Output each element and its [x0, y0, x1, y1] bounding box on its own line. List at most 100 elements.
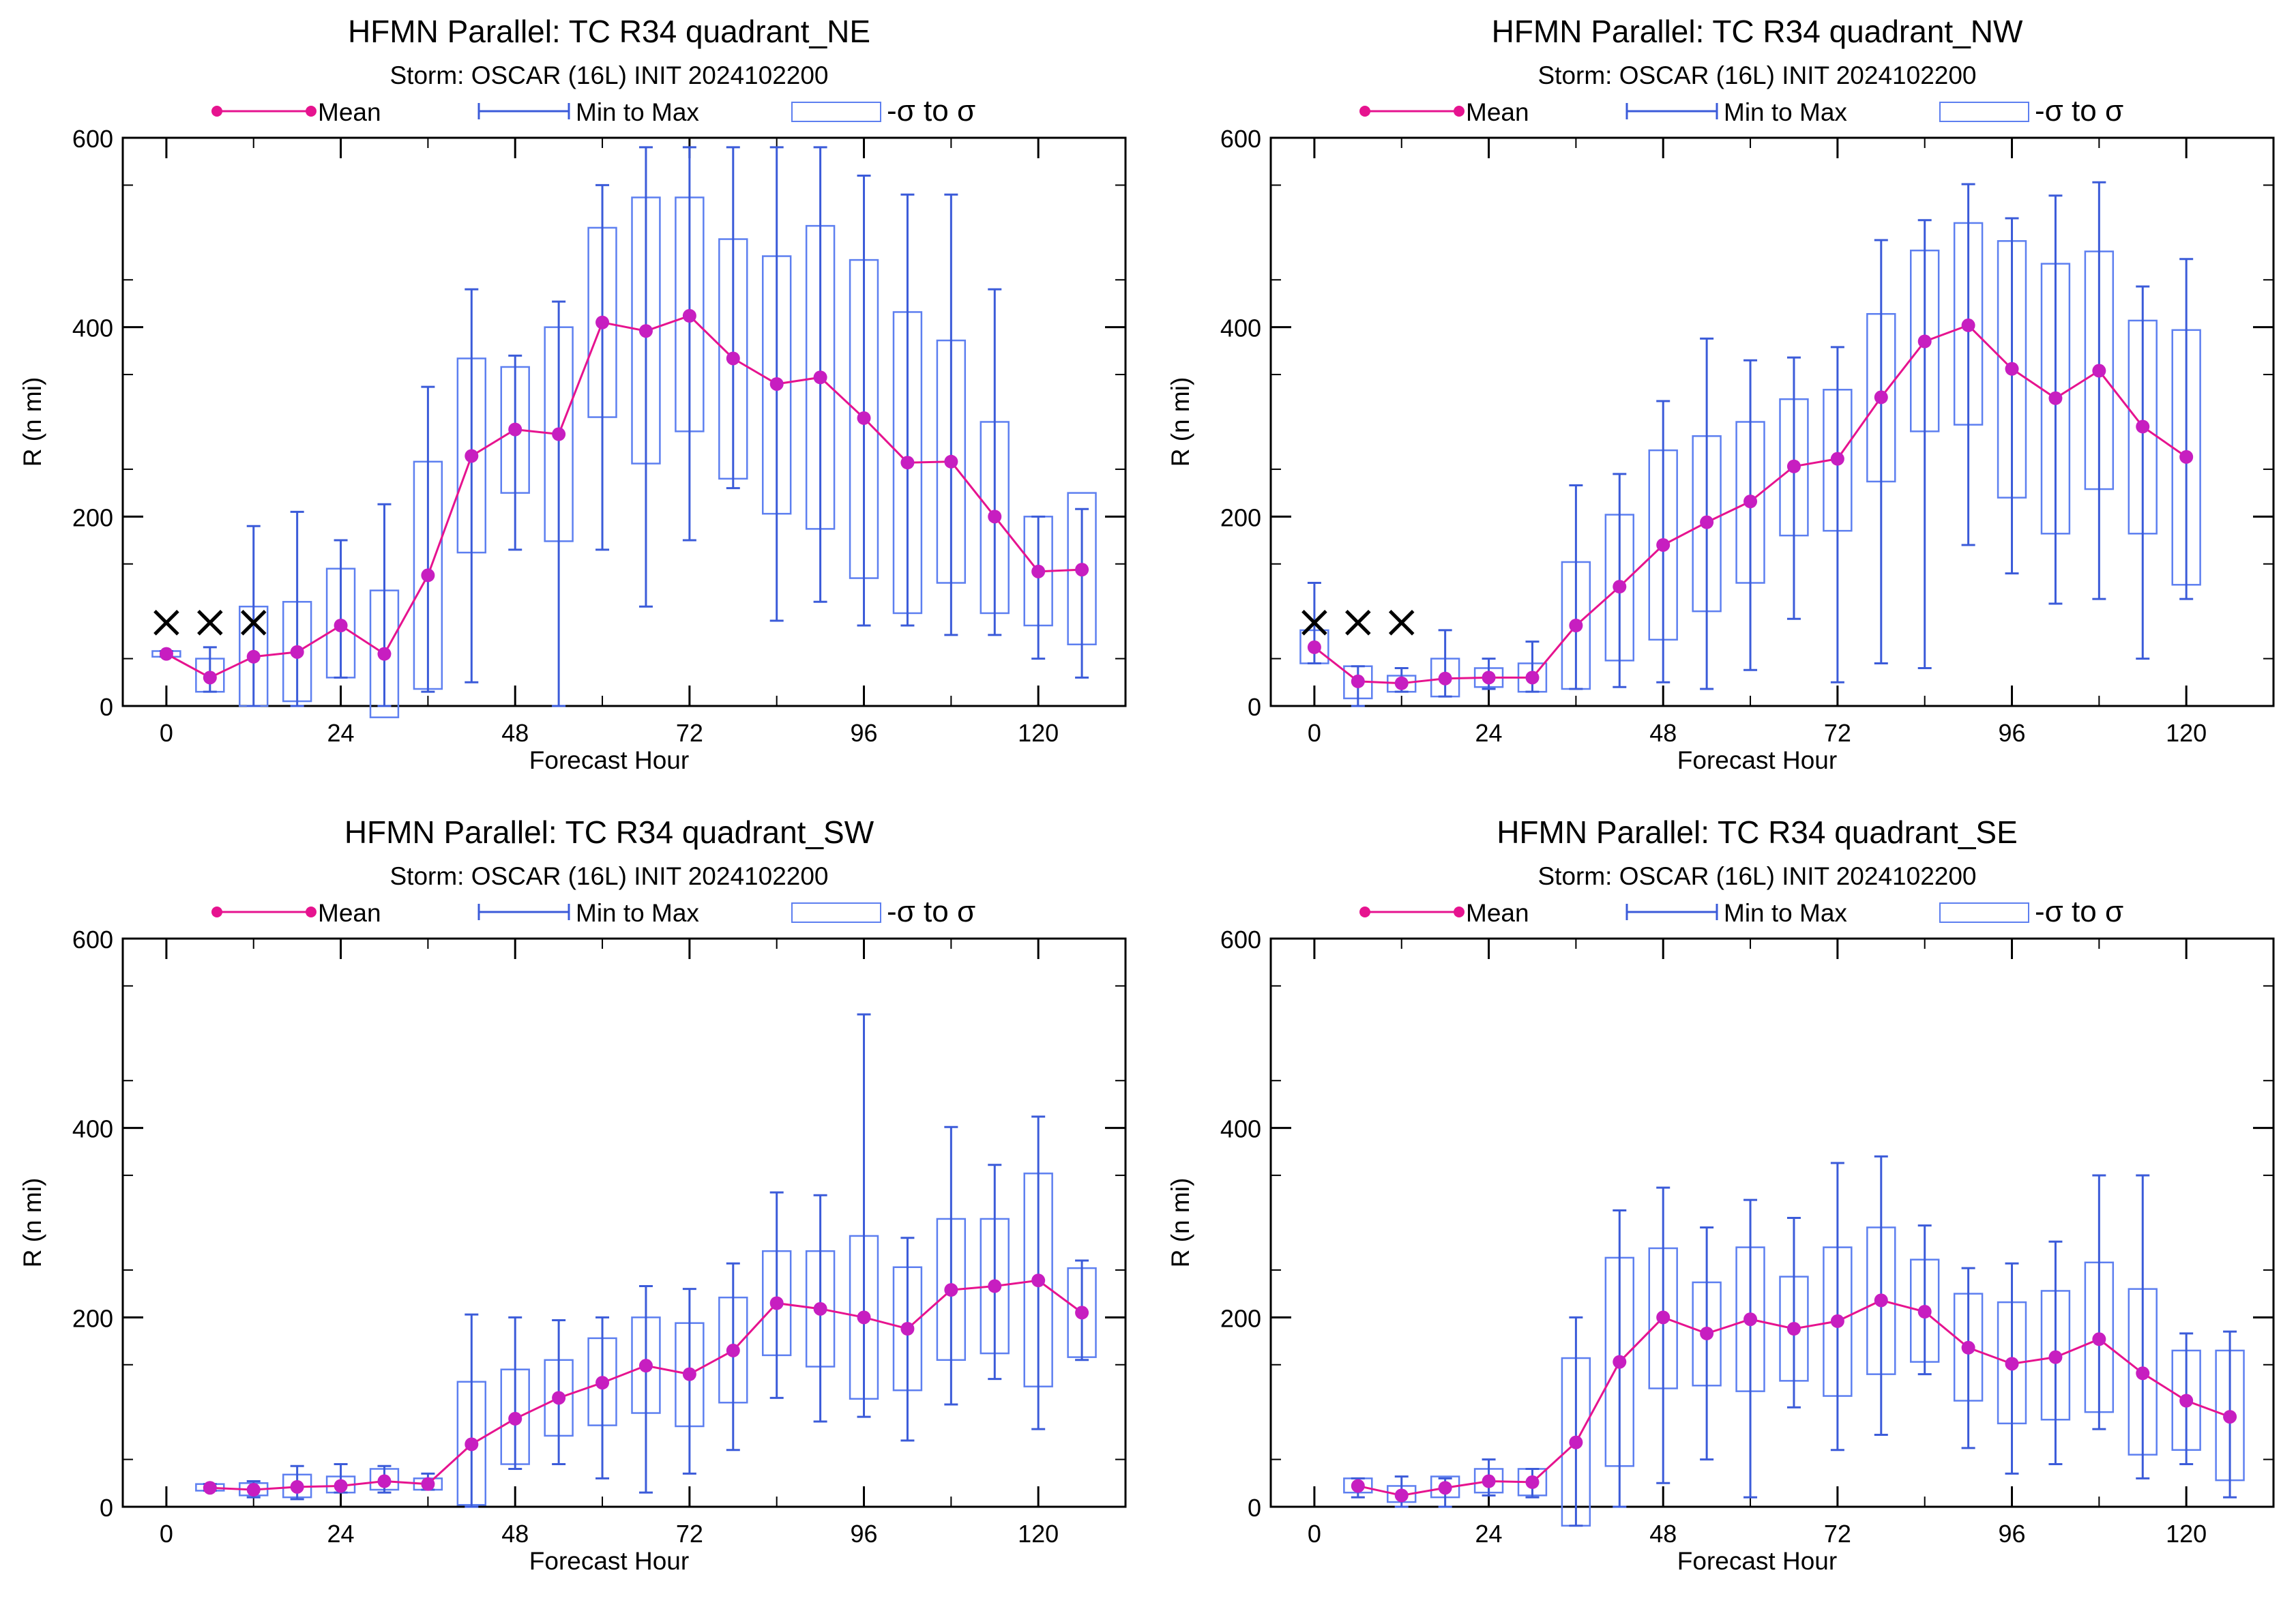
- mean-point: [1786, 1321, 1801, 1336]
- x-tick-label: 120: [1018, 719, 1059, 747]
- mean-point: [334, 618, 348, 632]
- plot-frame: [121, 937, 1127, 1508]
- legend-mean-label: Mean: [1466, 899, 1529, 927]
- mean-point: [1482, 671, 1496, 685]
- mean-point: [1351, 674, 1365, 688]
- mean-point: [2092, 1332, 2106, 1346]
- legend-mean-label: Mean: [318, 98, 381, 126]
- mean-point: [508, 422, 523, 437]
- x-tick-label: 96: [1998, 719, 2025, 747]
- x-marker: [1345, 610, 1371, 636]
- x-axis-label: Forecast Hour: [1677, 746, 1837, 774]
- chart-subtitle: Storm: OSCAR (16L) INIT 2024102200: [1537, 61, 1976, 89]
- x-tick-label: 72: [1824, 1520, 1851, 1548]
- mean-point: [682, 1367, 696, 1381]
- mean-point: [2048, 391, 2063, 405]
- chart-panel-1: HFMN Parallel: TC R34 quadrant_NE Storm: …: [18, 14, 1127, 774]
- mean-point: [1525, 671, 1540, 685]
- x-tick-label: 24: [327, 1520, 355, 1548]
- mean-point: [290, 645, 304, 659]
- mean-point: [2136, 1366, 2150, 1381]
- legend-mean-label: Mean: [318, 899, 381, 927]
- x-tick-label: 0: [1308, 1520, 1321, 1548]
- mean-point: [1874, 1293, 1888, 1308]
- chart-title: HFMN Parallel: TC R34 quadrant_NW: [1492, 14, 2023, 49]
- y-tick-label: 200: [72, 1304, 113, 1332]
- x-marker: [197, 610, 223, 636]
- y-tick-label: 200: [1220, 503, 1261, 531]
- mean-point: [1656, 538, 1671, 552]
- legend-mean-dot-right: [1454, 106, 1465, 117]
- chart-subtitle: Storm: OSCAR (16L) INIT 2024102200: [1537, 862, 1976, 890]
- x-tick-label: 24: [327, 719, 355, 747]
- mean-point: [1743, 495, 1758, 509]
- mean-point: [2092, 364, 2106, 378]
- y-tick-label: 0: [1248, 1494, 1261, 1522]
- legend-sigma-box: [1939, 902, 2029, 923]
- legend-mean-dot-right: [306, 907, 317, 917]
- mean-point: [1075, 563, 1089, 577]
- chart-subtitle: Storm: OSCAR (16L) INIT 2024102200: [389, 862, 828, 890]
- x-marker-stroke-b: [240, 610, 267, 636]
- y-tick-label: 200: [1220, 1304, 1261, 1332]
- y-tick-label: 200: [72, 503, 113, 531]
- x-tick-label: 72: [676, 719, 703, 747]
- legend-mean-label: Mean: [1466, 98, 1529, 126]
- plot-frame: [1269, 937, 2275, 1508]
- mean-point: [944, 454, 958, 469]
- mean-point: [726, 351, 740, 366]
- plot-frame: [121, 136, 1127, 707]
- x-marker-stroke-b: [1301, 610, 1327, 636]
- y-tick-label: 600: [72, 926, 113, 954]
- mean-point: [1394, 1488, 1409, 1503]
- mean-point: [988, 1279, 1002, 1293]
- mean-point: [1438, 1481, 1452, 1495]
- mean-point: [1830, 452, 1844, 466]
- mean-point: [813, 1301, 827, 1316]
- x-tick-label: 120: [2166, 719, 2207, 747]
- mean-point: [726, 1343, 740, 1357]
- x-tick-label: 48: [1649, 719, 1677, 747]
- y-tick-label: 0: [100, 1494, 113, 1522]
- x-tick-label: 24: [1475, 719, 1503, 747]
- mean-point: [1569, 618, 1583, 632]
- y-tick-label: 400: [72, 1115, 113, 1143]
- legend-sigma-label: -σ to σ: [887, 94, 975, 128]
- mean-point: [203, 1481, 217, 1495]
- mean-line: [166, 314, 1083, 679]
- mean-point: [595, 315, 610, 329]
- mean-point: [1874, 390, 1888, 404]
- x-axis-label: Forecast Hour: [529, 1547, 689, 1575]
- x-marker-stroke-b: [197, 610, 223, 636]
- mean-point: [2179, 1394, 2194, 1408]
- mean-point: [1917, 1305, 1932, 1319]
- mean-point: [1961, 1340, 1975, 1355]
- mean-point: [552, 1391, 566, 1405]
- mean-point: [2179, 450, 2194, 464]
- mean-point: [1031, 564, 1046, 578]
- mean-point: [857, 1310, 871, 1325]
- y-tick-label: 600: [1220, 926, 1261, 954]
- x-tick-label: 96: [850, 719, 877, 747]
- mean-point: [1075, 1306, 1089, 1320]
- mean-point: [1917, 334, 1932, 349]
- x-tick-label: 96: [1998, 1520, 2025, 1548]
- mean-point: [1569, 1435, 1583, 1449]
- mean-point: [638, 1359, 653, 1373]
- mean-point: [2005, 1357, 2019, 1371]
- mean-point: [595, 1376, 610, 1390]
- mean-point: [1700, 1326, 1714, 1340]
- x-marker: [1301, 610, 1327, 636]
- chart-panel-2: HFMN Parallel: TC R34 quadrant_NW Storm: …: [1166, 14, 2275, 774]
- mean-point: [2223, 1410, 2237, 1424]
- mean-point: [290, 1479, 304, 1494]
- chart-panel-3: HFMN Parallel: TC R34 quadrant_SW Storm: …: [18, 814, 1127, 1575]
- plot-frame: [1269, 136, 2275, 707]
- mean-point: [1438, 671, 1452, 686]
- x-tick-label: 0: [1308, 719, 1321, 747]
- legend-sigma-box: [791, 902, 881, 923]
- mean-point: [1351, 1479, 1365, 1493]
- mean-point: [159, 647, 173, 661]
